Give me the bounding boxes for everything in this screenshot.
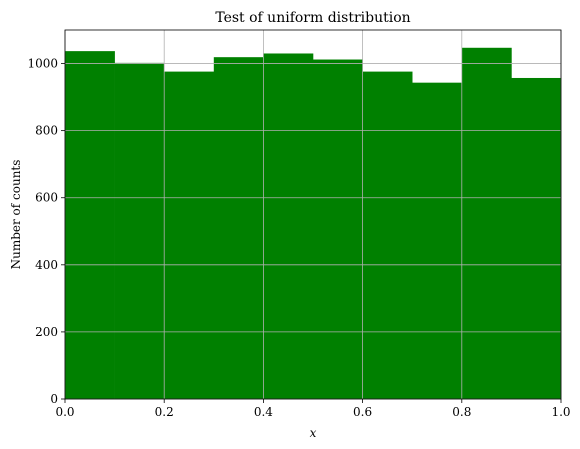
x-tick-label: 0.6	[353, 405, 372, 419]
x-tick-label: 0.0	[55, 405, 74, 419]
y-axis-label: Number of counts	[9, 160, 23, 270]
bars-group	[65, 47, 562, 400]
plot-frame	[64, 29, 562, 400]
histogram-bar	[164, 71, 215, 399]
histogram-bar	[511, 77, 562, 399]
x-ticks-group: 0.0 0.2 0.4 0.6 0.8 1.0	[55, 399, 571, 419]
x-axis-label: x	[310, 426, 317, 440]
histogram-bar	[313, 59, 363, 400]
histogram-bar	[213, 57, 264, 400]
y-tick-label: 400	[35, 258, 58, 272]
y-tick-label: 1000	[27, 57, 58, 71]
histogram-bar	[65, 51, 115, 399]
histogram-bar	[461, 47, 512, 400]
x-tick-label: 0.8	[452, 405, 471, 419]
x-tick-label: 0.4	[254, 405, 273, 419]
y-ticks-group: 0 200 400 600 800 1000	[27, 57, 65, 406]
chart-title: Test of uniform distribution	[215, 10, 410, 26]
y-tick-label: 600	[35, 191, 58, 205]
histogram-bar	[263, 53, 314, 400]
y-tick-label: 200	[35, 325, 58, 339]
y-tick-label: 800	[35, 124, 58, 138]
y-tick-label: 0	[50, 392, 58, 406]
x-tick-label: 0.2	[155, 405, 174, 419]
histogram-bar	[412, 82, 463, 399]
histogram-bar	[362, 71, 413, 399]
histogram-bar	[114, 62, 165, 400]
x-tick-label: 1.0	[551, 405, 570, 419]
